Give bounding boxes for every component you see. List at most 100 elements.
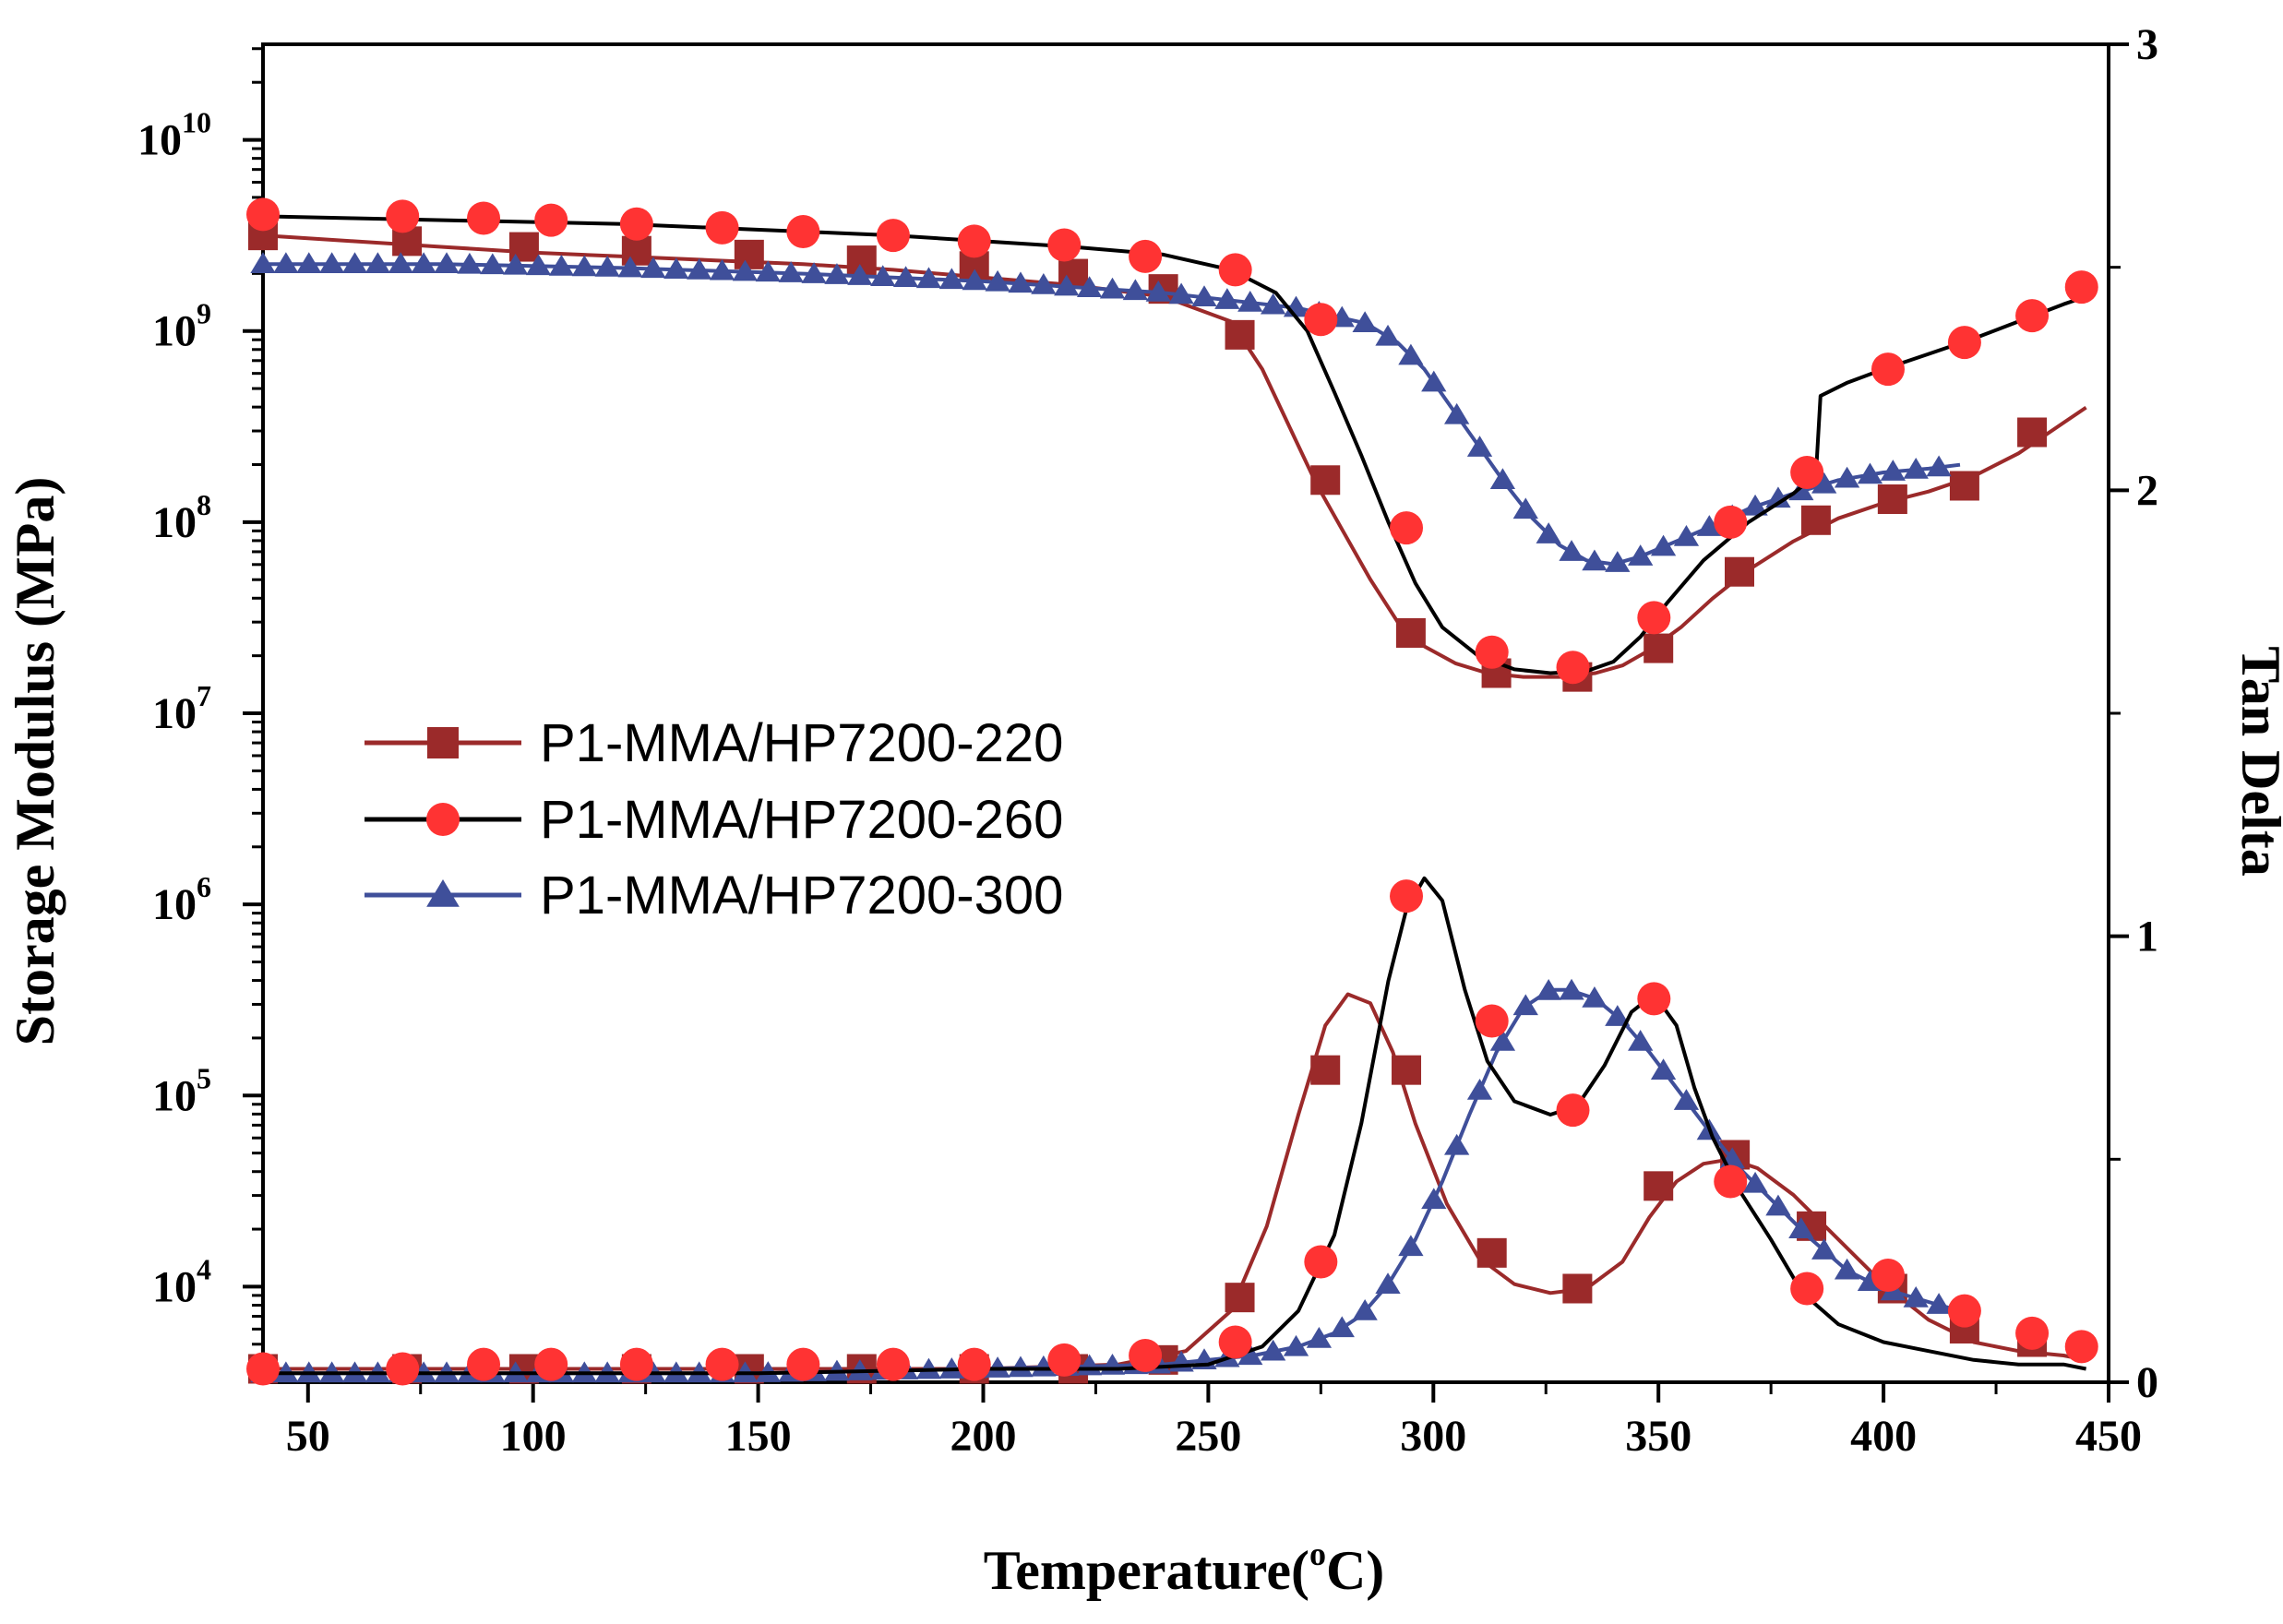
tan-delta-marker — [1562, 1273, 1593, 1304]
storage-modulus-marker — [1129, 239, 1163, 273]
tan-delta-marker — [1310, 1055, 1341, 1085]
y-right-tick-label: 0 — [2136, 1358, 2158, 1407]
storage-modulus-marker — [801, 262, 827, 283]
tan-delta-marker — [1392, 1055, 1422, 1085]
storage-modulus-marker — [1857, 462, 1883, 484]
storage-modulus-marker — [1877, 484, 1907, 514]
x-tick-label: 350 — [1625, 1412, 1691, 1461]
storage-modulus-marker — [876, 219, 910, 253]
storage-modulus-marker — [957, 224, 991, 258]
storage-modulus-marker — [1421, 370, 1447, 392]
storage-modulus-marker — [824, 263, 850, 284]
storage-modulus-marker — [1582, 549, 1608, 571]
y-left-axis-title: Storage Modulus (MPa) — [5, 477, 66, 1046]
storage-modulus-marker — [870, 265, 896, 286]
storage-modulus-marker — [503, 253, 529, 275]
storage-modulus-marker — [1047, 228, 1082, 262]
storage-modulus-marker — [962, 269, 987, 291]
tan-delta-marker — [1644, 1171, 1674, 1201]
tan-delta-marker — [985, 1356, 1010, 1378]
storage-modulus-marker — [1725, 556, 1754, 587]
tan-delta-marker — [1225, 1283, 1255, 1313]
storage-modulus-marker — [938, 268, 964, 290]
tan-delta-marker — [1218, 1325, 1252, 1359]
storage-modulus-marker — [705, 210, 739, 245]
legend-label: P1-MMA/HP7200-260 — [540, 790, 1063, 850]
storage-modulus-marker — [985, 269, 1010, 292]
storage-modulus-marker — [1742, 494, 1768, 516]
storage-modulus-marker — [1395, 618, 1426, 648]
storage-modulus-marker — [1800, 505, 1831, 535]
tan-delta-marker — [1811, 1238, 1837, 1260]
storage-modulus-marker — [1714, 505, 1748, 539]
storage-modulus-marker — [1099, 277, 1126, 299]
legend-marker — [426, 879, 460, 907]
storage-modulus-marker — [1218, 253, 1252, 287]
tan-delta-marker — [1650, 1058, 1677, 1081]
storage-modulus-marker — [1637, 601, 1671, 635]
tan-delta-marker — [1283, 1334, 1309, 1356]
storage-modulus-marker — [1260, 293, 1286, 315]
storage-modulus-marker — [1559, 540, 1584, 561]
tan-delta-marker — [876, 1347, 910, 1381]
storage-modulus-marker — [1375, 324, 1401, 346]
y-left-tick-label: 109 — [152, 297, 211, 356]
storage-modulus-marker — [619, 207, 653, 241]
storage-modulus-marker — [341, 252, 368, 273]
tan-delta-marker — [1421, 1188, 1447, 1210]
tan-delta-marker — [1556, 1093, 1590, 1128]
tan-delta-marker — [386, 1352, 420, 1386]
storage-modulus-marker — [1008, 271, 1034, 293]
x-tick-label: 300 — [1400, 1412, 1466, 1461]
storage-modulus-marker — [1949, 471, 1979, 501]
tan-delta-marker — [1742, 1171, 1768, 1193]
storage-modulus-marker — [273, 252, 299, 273]
tan-delta-marker — [467, 1347, 501, 1381]
tan-delta-marker — [1559, 978, 1584, 1000]
storage-modulus-marker — [915, 267, 942, 289]
storage-modulus-marker — [1237, 290, 1263, 312]
tan-delta-marker — [1375, 1272, 1401, 1294]
storage-modulus-marker — [250, 252, 276, 273]
storage-modulus-marker — [1536, 522, 1561, 543]
storage-modulus-marker — [892, 266, 919, 288]
tan-delta-marker — [1008, 1355, 1034, 1378]
storage-modulus-marker — [365, 252, 391, 273]
x-tick-label: 150 — [725, 1412, 792, 1461]
storage-modulus-marker — [457, 252, 483, 274]
tan-delta-marker — [705, 1347, 739, 1381]
storage-modulus-marker — [1788, 479, 1814, 501]
storage-modulus-marker — [847, 264, 873, 285]
tan-delta-marker — [2015, 1316, 2050, 1350]
legend-item: P1-MMA/HP7200-220 — [365, 713, 1063, 773]
storage-modulus-marker — [1765, 486, 1791, 508]
storage-modulus-marker — [734, 239, 764, 269]
storage-modulus-marker — [1696, 515, 1722, 536]
y-left-tick-label: 106 — [152, 870, 211, 929]
storage-modulus-marker — [732, 259, 759, 281]
storage-modulus-marker — [640, 257, 666, 279]
tan-delta-marker — [1489, 1030, 1516, 1051]
storage-modulus-marker — [1225, 319, 1255, 350]
storage-modulus-marker — [388, 252, 413, 273]
y-left-axis-ticks: 104 105 106 107 108 109 1010 — [137, 47, 263, 1365]
tan-delta-marker — [1306, 1326, 1333, 1348]
storage-modulus-marker — [1644, 633, 1674, 663]
storage-modulus-marker — [621, 235, 651, 266]
storage-modulus-marker — [755, 260, 781, 282]
storage-modulus-marker — [525, 254, 552, 276]
y-left-tick-label: 104 — [152, 1252, 211, 1311]
storage-modulus-marker — [1871, 352, 1905, 387]
tan-delta-marker — [2064, 1330, 2098, 1364]
x-tick-label: 250 — [1175, 1412, 1241, 1461]
storage-modulus-marker — [1489, 468, 1516, 490]
storage-modulus-marker — [1122, 279, 1149, 301]
tan-delta-marker — [1260, 1339, 1286, 1361]
storage-modulus-marker — [709, 258, 735, 281]
storage-modulus-marker — [1076, 276, 1103, 297]
storage-modulus-marker — [1650, 534, 1677, 556]
storage-modulus-marker — [1214, 288, 1240, 309]
x-axis-ticks: 50 100 150 200 250 300 350 400 450 — [286, 1382, 2142, 1461]
series-square — [248, 221, 2087, 1384]
tan-delta-marker — [1605, 1005, 1631, 1026]
